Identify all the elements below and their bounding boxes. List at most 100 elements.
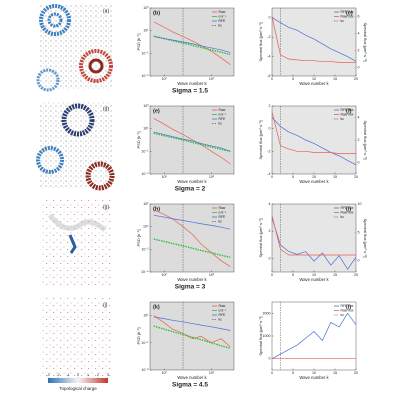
x-axis-label: Wave number k	[299, 375, 329, 380]
series-line	[153, 36, 231, 53]
panel-label: (b)	[153, 10, 160, 16]
y-tick-label: 10⁻⁴	[141, 270, 149, 274]
chart: 10⁰ 10¹ 10⁻³ 10⁻¹ 10¹ 10³ Wave number k PSD [k⁻…	[136, 104, 235, 184]
legend-label: kc	[219, 219, 223, 223]
y-tick-label: 10⁰	[143, 225, 149, 229]
panel-label: (l)	[346, 304, 351, 310]
series-line	[153, 238, 231, 258]
legend-label: Raw	[219, 304, 226, 308]
x-tick-label: 20	[354, 77, 358, 81]
y-tick-label: 10⁻³	[141, 172, 149, 176]
x-tick-label: 0	[271, 175, 273, 179]
series-line	[271, 117, 357, 166]
legend-label: RFE flux	[341, 10, 354, 14]
legend-label: kc	[341, 117, 345, 121]
y-tick-label: 10¹	[143, 314, 149, 318]
y-tick-label: 10³	[143, 6, 149, 10]
y-tick-label: 0	[269, 127, 271, 131]
panel-label: (d)	[103, 106, 109, 112]
x-tick-label: 10¹	[209, 77, 215, 81]
legend-label: kc	[219, 121, 223, 125]
series-line	[153, 214, 231, 230]
y2-axis-label: Spectral flux [μm²·s⁻³]	[363, 120, 368, 159]
panel-label: (f)	[346, 108, 352, 114]
legend-label: RFE	[219, 117, 227, 121]
y-tick-label: 10⁻¹	[141, 51, 149, 55]
x-tick-label: 0	[271, 371, 273, 375]
x-tick-label: 10⁰	[161, 77, 167, 81]
y-axis-label: PSD [k⁻¹]	[136, 229, 141, 246]
x-tick-label: 5	[292, 273, 294, 277]
y-tick-label: -6	[267, 74, 270, 78]
panel-label: (j)	[103, 302, 108, 308]
colorbar-tick-label: -1	[66, 373, 69, 377]
y-axis-label: PSD [k⁻¹]	[136, 131, 141, 148]
colorbar-tick-label: 1	[87, 373, 89, 377]
series-line	[271, 111, 356, 154]
x-axis-label: Wave number k	[299, 81, 329, 86]
x-tick-label: 10	[312, 77, 316, 81]
x-tick-label: 20	[354, 175, 358, 179]
y-tick-label: 10²	[143, 202, 149, 206]
legend-label: kc	[341, 19, 345, 23]
y-tick-label: 0	[269, 16, 271, 20]
plot-area	[149, 203, 235, 273]
y-tick-label: 2	[269, 229, 271, 233]
series-line	[153, 316, 231, 331]
y-tick-label: 0	[269, 357, 271, 361]
x-tick-label: 10⁰	[161, 175, 167, 179]
legend-label: Raw	[219, 10, 226, 14]
y-tick-label: 2000	[263, 311, 271, 315]
y-tick-label: -4	[267, 172, 270, 176]
x-tick-label: 5	[292, 175, 294, 179]
y-tick-label: 0	[269, 256, 271, 260]
legend-label: Raw flux	[341, 210, 354, 214]
legend-label: α·k⁻¹	[219, 210, 228, 214]
y-tick-label: 10³	[143, 104, 149, 108]
x-axis-label: Wave number k	[299, 179, 329, 184]
x-tick-label: 5	[292, 371, 294, 375]
legend-label: kc	[341, 215, 345, 219]
y2-axis-label: Spectral flux [μm²·s⁻³]	[363, 218, 368, 257]
x-axis-label: Wave number k	[299, 277, 329, 282]
y-tick-label: 4	[269, 202, 271, 206]
series-line	[153, 131, 231, 152]
y-tick-label: 2	[269, 104, 271, 108]
series-line	[271, 16, 356, 63]
x-tick-label: 10	[312, 175, 316, 179]
y-tick-label: 10⁻³	[141, 74, 149, 78]
x-tick-label: 10¹	[209, 273, 215, 277]
sigma-label: Sigma = 1.5	[172, 88, 208, 95]
series-line	[153, 118, 231, 165]
plot-area	[271, 105, 357, 175]
y-axis-label: PSD [k⁻¹]	[136, 327, 141, 344]
panel-label: (g)	[103, 204, 109, 210]
y-tick-label: -2	[267, 35, 270, 39]
legend-label: RFE	[219, 313, 227, 317]
chart: 0 5 10 15 20 -6 -4 -2 0 0 2 4 6 Wave number k Spectral…	[258, 7, 368, 86]
colorbar-tick-label: -3	[46, 373, 49, 377]
y-tick-label: -2	[267, 149, 270, 153]
series-line	[153, 209, 231, 267]
x-tick-label: 10¹	[209, 371, 215, 375]
x-tick-label: 20	[354, 273, 358, 277]
legend-label: α·k⁻¹	[219, 308, 228, 312]
legend-label: α·k⁻¹	[219, 14, 228, 18]
image-d	[36, 102, 115, 191]
series-line	[271, 17, 357, 62]
colorbar-tick-label: 2	[97, 373, 99, 377]
chart: 0 5 10 15 20 0 1000 2000 Wave number k Spectral f…	[258, 301, 358, 380]
series-line	[153, 132, 231, 153]
legend-label: RFE flux	[341, 304, 354, 308]
series-line	[271, 312, 357, 359]
x-axis-label: Wave number k	[177, 375, 207, 380]
panel-label: (h)	[153, 206, 160, 212]
series-line	[153, 315, 231, 348]
panel-label: (c)	[346, 10, 353, 16]
legend-label: Raw flux	[341, 308, 354, 312]
y-axis-label: Spectral flux [μm²·s⁻³]	[258, 316, 263, 355]
colorbar-title: Topological charge	[59, 386, 97, 391]
